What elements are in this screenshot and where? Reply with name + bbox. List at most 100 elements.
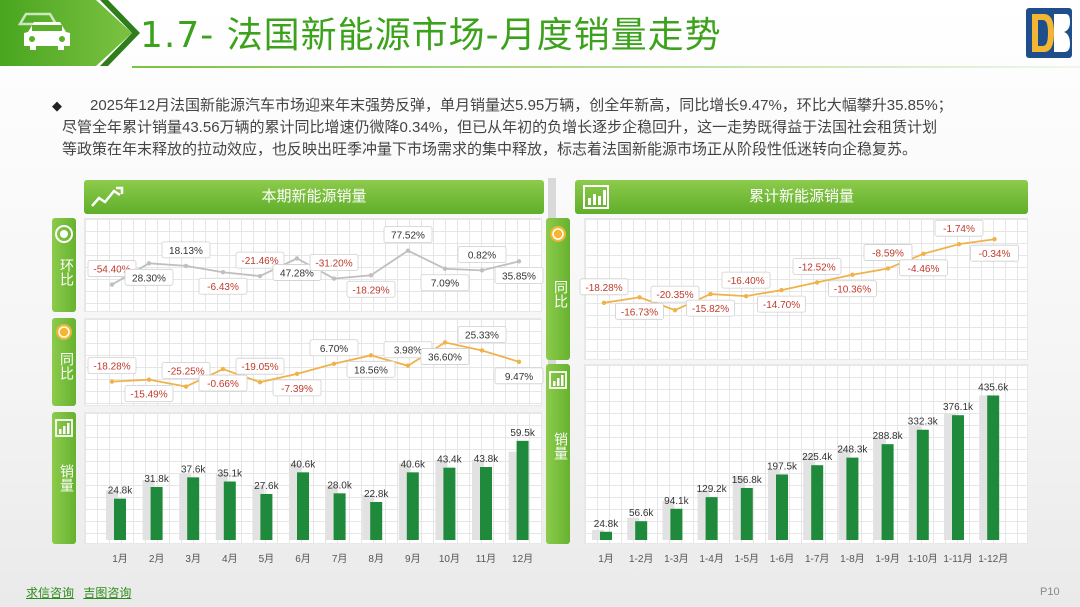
line-point (479, 348, 485, 353)
bar (881, 444, 894, 540)
line-point (637, 295, 642, 300)
right-panel-header: 累计新能源销量 (575, 180, 1028, 214)
line-data-label: -20.35% (656, 290, 693, 301)
data-label-box (309, 254, 359, 271)
bar-data-label: 59.5k (510, 428, 535, 439)
bar-data-label: 43.4k (437, 455, 462, 466)
line-data-label: 18.56% (354, 365, 388, 376)
x-tick-label: 1月 (112, 553, 128, 565)
line-data-label: -19.05% (241, 362, 278, 373)
line-point (109, 282, 115, 287)
bar-data-label: 28.0k (327, 480, 352, 491)
x-tick-label: 1-12月 (978, 553, 1008, 565)
line-point (405, 248, 411, 253)
x-tick-label: 1-8月 (840, 553, 864, 565)
data-label-box (272, 264, 322, 281)
line-data-label: -1.74% (943, 224, 975, 235)
bar-data-label: 31.8k (144, 474, 169, 485)
bar-data-label: 27.6k (254, 481, 279, 492)
side-label-sales-right: 销量 (546, 364, 570, 544)
line-data-label: 0.82% (468, 250, 496, 261)
line-point (708, 291, 713, 297)
data-label-box (383, 226, 433, 244)
data-label-box (272, 379, 322, 397)
trend-icon (90, 180, 132, 214)
data-label-box (124, 385, 174, 403)
panel-separator (548, 178, 556, 544)
left-panel-title: 本期新能源销量 (261, 188, 367, 205)
bar-data-label: 129.2k (697, 484, 728, 495)
line-data-label: -21.46% (241, 256, 278, 267)
bar-chart-icon (549, 371, 567, 389)
bar-chart-icon (582, 180, 624, 214)
coin-icon (550, 226, 566, 242)
bar-data-label: 40.6k (401, 459, 426, 470)
bar-data-label: 22.8k (364, 489, 389, 500)
bar (480, 467, 492, 540)
bar-data-label: 435.6k (978, 382, 1009, 393)
footer-link-1[interactable]: 求信咨询 (26, 586, 75, 600)
data-label-box (346, 280, 396, 298)
data-label-box (198, 374, 248, 392)
line-point (850, 272, 855, 277)
x-tick-label: 11月 (476, 553, 496, 565)
x-tick-label: 1-3月 (664, 553, 688, 565)
bar-shadow (508, 451, 521, 540)
line-point (672, 307, 678, 313)
bar (987, 395, 1000, 540)
line-point (146, 261, 152, 266)
side-label-yoy-right: 同比 (546, 218, 570, 360)
bar-data-label: 288.8k (873, 431, 904, 442)
line-point (479, 268, 485, 273)
data-label-box (198, 277, 248, 295)
bar (370, 502, 383, 540)
summary-line-1: 2025年12月法国新能源汽车市场迎来年末强势反弹，单月销量达5.95万辆，创全… (90, 97, 953, 114)
line-data-label: -14.70% (763, 300, 800, 311)
bar-data-label: 43.8k (474, 454, 499, 465)
data-label-box (934, 219, 984, 237)
brand-logo (1026, 8, 1072, 58)
bar (443, 467, 456, 540)
x-tick-label: 1-7月 (805, 553, 829, 565)
line-point (779, 287, 784, 293)
data-label-box (235, 251, 285, 269)
bar-data-label: 35.1k (218, 469, 243, 480)
line-data-label: -10.36% (834, 285, 871, 296)
line-data-label: 18.13% (169, 246, 203, 257)
side-label-sales: 销量 (52, 412, 76, 544)
data-label-box (457, 245, 507, 263)
side-label-yoy: 同比 (52, 318, 76, 406)
data-label-box (161, 362, 211, 380)
data-label-box (650, 285, 700, 303)
x-tick-label: 1月 (598, 553, 614, 565)
data-label-box (792, 257, 842, 275)
line-data-label: -16.40% (727, 276, 764, 287)
x-tick-label: 2月 (149, 553, 165, 565)
line-point (516, 359, 522, 365)
bar-shadow (592, 530, 604, 540)
line-data-label: -31.20% (315, 259, 352, 270)
line-data-label: 7.09% (431, 279, 459, 290)
x-tick-label: 6月 (295, 553, 311, 565)
bar-data-label: 197.5k (767, 461, 798, 472)
bar (600, 531, 612, 540)
line-point (331, 276, 337, 281)
x-tick-label: 1-4月 (699, 553, 723, 565)
bar (333, 493, 346, 540)
line-point (956, 241, 962, 247)
data-label-box (828, 280, 877, 298)
bar (670, 508, 683, 540)
data-label-box (615, 302, 664, 320)
line-data-label: 77.52% (391, 231, 425, 242)
page-title: 1.7- 法国新能源市场-月度销量走势 (140, 15, 722, 56)
data-label-box (420, 348, 470, 365)
side-label-yoy-text: 同比 (59, 352, 75, 380)
line-point (109, 379, 115, 384)
data-label-box (899, 259, 948, 277)
x-tick-label: 1-10月 (908, 553, 938, 565)
line-data-label: -12.52% (798, 262, 835, 273)
footer-link-2[interactable]: 吉图咨询 (83, 586, 132, 600)
line-data-label: -6.43% (207, 282, 239, 293)
line-point (183, 263, 189, 269)
